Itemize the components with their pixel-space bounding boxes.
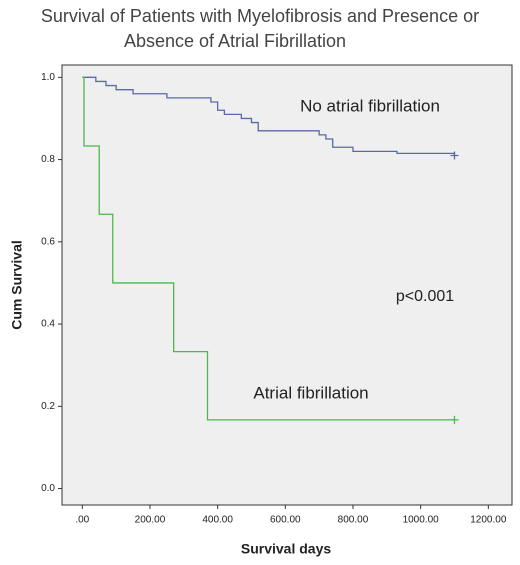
chart-title: Survival of Patients with Myelofibrosis … xyxy=(41,6,479,26)
y-tick-label: 1.0 xyxy=(41,72,55,83)
censor-mark xyxy=(450,415,459,424)
x-tick-label: 600.00 xyxy=(270,515,301,526)
plot-area xyxy=(61,64,513,506)
x-tick-label: 400.00 xyxy=(202,515,233,526)
x-tick-label: 800.00 xyxy=(338,515,369,526)
censor-mark xyxy=(450,151,459,160)
y-tick-label: 0.8 xyxy=(41,154,55,165)
y-tick-label: 0.0 xyxy=(41,483,55,494)
x-tick-label: 1000.00 xyxy=(403,515,440,526)
series-label: No atrial fibrillation xyxy=(300,96,440,115)
x-tick-label: 200.00 xyxy=(135,515,166,526)
survival-line xyxy=(82,76,455,421)
x-axis-label: Survival days xyxy=(241,541,331,557)
chart-subtitle: Absence of Atrial Fibrillation xyxy=(124,31,346,51)
series-label: Atrial fibrillation xyxy=(253,383,368,402)
y-axis-label: Cum Survival xyxy=(9,240,25,329)
y-tick-label: 0.2 xyxy=(41,401,55,412)
x-tick-label: 1200.00 xyxy=(470,515,507,526)
x-tick-label: .00 xyxy=(75,515,89,526)
survival-line xyxy=(82,76,456,156)
y-tick-label: 0.6 xyxy=(41,236,55,247)
annotation: p<0.001 xyxy=(396,288,454,305)
y-tick-label: 0.4 xyxy=(41,319,55,330)
